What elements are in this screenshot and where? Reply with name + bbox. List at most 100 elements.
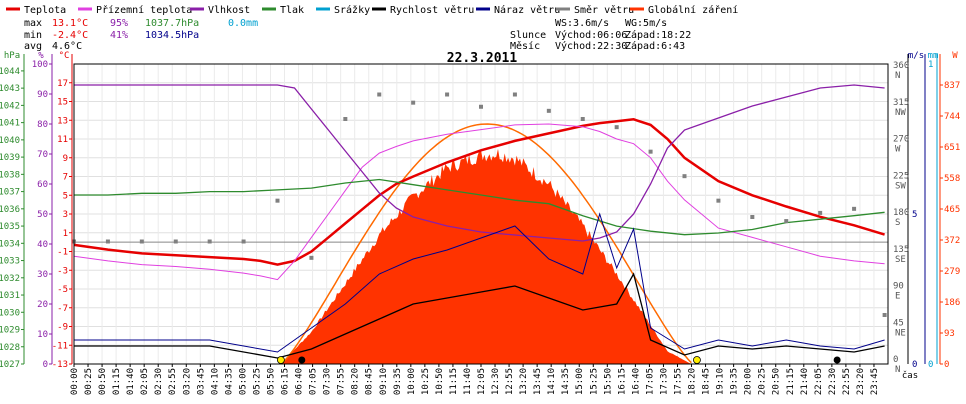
dir-axis-label: N (895, 71, 900, 81)
direction-point (377, 92, 382, 97)
press-axis-tick-label: 1030 (0, 308, 20, 318)
rad-axis-tick-label: 651 (944, 143, 960, 153)
rad-axis-tick-label: 558 (944, 174, 960, 184)
legend-label: Globální záření (648, 4, 738, 16)
press-axis-tick-label: 1032 (0, 274, 20, 284)
legend-label: Rychlost větru (390, 4, 474, 16)
x-tick-label: 22:30 (828, 368, 838, 395)
x-tick-label: 07:30 (323, 368, 333, 395)
x-tick-label: 14:10 (547, 368, 557, 395)
x-tick-label: 00:50 (98, 368, 108, 395)
x-tick-label: 00:00 (70, 368, 80, 395)
x-tick-label: 05:00 (238, 368, 248, 395)
x-tick-label: 23:45 (870, 368, 880, 395)
clear-sky-curve (280, 123, 692, 365)
stat-min-hum: 41% (110, 30, 128, 41)
direction-point (818, 210, 823, 215)
hum-axis-tick-label: 90 (37, 90, 48, 100)
stat-max-temp: 13.1°C (52, 18, 88, 29)
series-vlhkost (74, 84, 885, 242)
dir-axis-label: N (895, 365, 900, 375)
wind-direction-points (72, 92, 887, 317)
series-p-zemn-teplota (73, 123, 885, 281)
x-tick-label: 22:05 (814, 368, 824, 395)
stat-min-temp: -2.4°C (52, 30, 88, 41)
stats-block: max 13.1°C 95% 1037.7hPa 0.0mm min -2.4°… (24, 18, 691, 52)
dir-axis-deg: 225 (893, 171, 909, 181)
x-tick-label: 22:55 (842, 368, 852, 395)
series-teplota (73, 118, 885, 266)
x-tick-label: 17:55 (673, 368, 683, 395)
rad-axis-tick-label: 279 (944, 267, 960, 277)
x-tick-label: 20:25 (758, 368, 768, 395)
dir-axis-label: SE (895, 255, 906, 265)
x-tick-label: 11:40 (463, 368, 473, 395)
press-axis-tick-label: 1040 (0, 136, 20, 146)
legend-label: Vlhkost (208, 5, 250, 16)
wind-axis-tick-label: 5 (912, 210, 917, 220)
direction-point (682, 174, 687, 179)
x-tick-label: 20:00 (744, 368, 754, 395)
x-tick-label: 04:35 (224, 368, 234, 395)
press-axis-tick-label: 1041 (0, 119, 20, 129)
rad-axis-tick-label: 744 (944, 112, 960, 122)
moonset-marker (298, 356, 306, 364)
legend-label: Přízemní teplota (96, 4, 192, 16)
sun-moon-markers (276, 356, 841, 364)
temp-axis-tick-label: 15 (57, 98, 68, 108)
rad-unit: W (952, 51, 958, 61)
rad-axis-tick-label: 465 (944, 205, 960, 215)
x-tick-label: 10:00 (407, 368, 417, 395)
x-tick-label: 20:50 (772, 368, 782, 395)
temp-axis-tick-label: -7 (57, 304, 68, 314)
x-tick-label: 00:25 (84, 368, 94, 395)
chart-title: 22.3.2011 (447, 51, 518, 66)
direction-point (411, 100, 416, 105)
legend-label: Náraz větru (494, 4, 560, 16)
direction-point (207, 239, 212, 244)
x-tick-label: 15:00 (575, 368, 585, 395)
press-axis-tick-label: 1035 (0, 222, 20, 232)
series-rychlost-v-tru (74, 272, 885, 359)
temp-axis-tick-label: 5 (63, 191, 68, 201)
x-tick-label: 17:05 (645, 368, 655, 395)
press-axis-tick-label: 1043 (0, 84, 20, 94)
press-unit: hPa (4, 51, 20, 61)
x-tick-label: 09:35 (393, 368, 403, 395)
legend-label: Směr větru (574, 4, 634, 16)
direction-point (173, 239, 178, 244)
direction-point (784, 219, 789, 224)
wind-unit: m/s (908, 51, 924, 61)
temp-axis-tick-label: 13 (57, 116, 68, 126)
x-tick-label: 06:15 (281, 368, 291, 395)
temp-axis-tick-label: 17 (57, 79, 68, 89)
direction-point (139, 239, 144, 244)
stat-avg-temp: 4.6°C (52, 41, 82, 52)
x-tick-label: 02:55 (168, 368, 178, 395)
x-tick-label: 10:50 (435, 368, 445, 395)
temp-axis-tick-label: 9 (63, 154, 68, 164)
temp-axis-tick-label: -11 (52, 341, 68, 351)
dir-axis-label: E (895, 292, 900, 302)
temp-axis-tick-label: 1 (63, 229, 68, 239)
stat-max-hum: 95% (110, 18, 128, 29)
x-tick-label: 18:20 (688, 368, 698, 395)
x-tick-label: 21:15 (786, 368, 796, 395)
press-axis-tick-label: 1039 (0, 153, 20, 163)
dir-axis-deg: 270 (893, 135, 909, 145)
x-tick-label: 16:15 (617, 368, 627, 395)
moon-rise: Východ:22:30 (555, 40, 627, 52)
press-axis-tick-label: 1044 (0, 67, 20, 77)
hum-axis-tick-label: 50 (37, 210, 48, 220)
x-tick-label: 14:35 (561, 368, 571, 395)
wind-axis-tick-label: 0 (912, 360, 917, 370)
legend-label: Srážky (334, 4, 370, 16)
rain-unit: mm (928, 51, 939, 61)
dir-axis-deg: 45 (893, 318, 904, 328)
x-tick-label: 08:45 (365, 368, 375, 395)
hum-axis-tick-label: 20 (37, 300, 48, 310)
x-tick-label: 03:20 (182, 368, 192, 395)
temp-unit: °C (59, 51, 70, 61)
dir-axis-deg: 135 (893, 245, 909, 255)
dir-axis-deg: 0 (893, 355, 898, 365)
